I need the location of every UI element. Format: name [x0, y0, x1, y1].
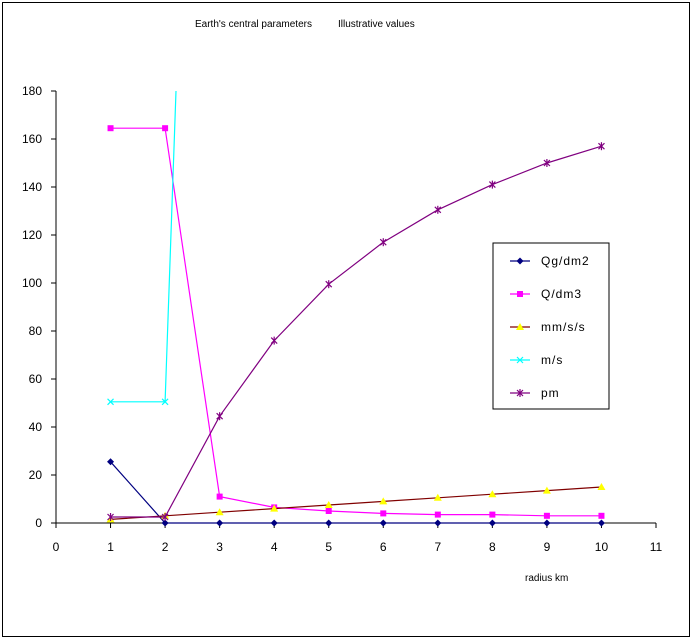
- data-point-pm: [325, 280, 333, 289]
- y-tick-label: 80: [29, 324, 43, 338]
- data-point-qg-dm2: [597, 519, 605, 527]
- x-tick-label: 7: [434, 540, 441, 554]
- data-point-qg-dm2: [270, 519, 278, 527]
- axes: 0 20 40 60 80 100 120 140 160 180 0 1 2 3 4 5 6 7 8 9 10 11: [22, 84, 663, 554]
- y-tick-label: 180: [22, 84, 42, 98]
- data-point-q-dm3: [107, 125, 114, 132]
- x-tick-label: 10: [595, 540, 609, 554]
- data-point-qg-dm2: [216, 519, 224, 527]
- data-point-q-dm3: [598, 512, 605, 519]
- legend-item-m-s: m/s: [510, 353, 563, 367]
- data-point-mm-s-s: [379, 497, 388, 505]
- legend-item-mm-s-s: mm/s/s: [510, 320, 586, 334]
- data-point-m-s: [161, 398, 169, 406]
- series-layer: [106, 90, 606, 527]
- data-point-mm-s-s: [270, 504, 279, 512]
- legend-box: [492, 242, 610, 410]
- data-point-m-s: [107, 398, 114, 406]
- data-point-pm: [434, 205, 442, 214]
- data-point-pm: [543, 159, 551, 167]
- legend-label: mm/s/s: [541, 320, 586, 334]
- x-tick-label: 1: [107, 540, 114, 554]
- data-point-mm-s-s: [324, 501, 333, 508]
- x-tick-label: 11: [650, 540, 663, 554]
- legend-item-q-dm3: Q/dm3: [510, 287, 582, 301]
- data-point-pm: [488, 180, 496, 189]
- legend-swatch-marker: [516, 356, 524, 364]
- legend-swatch-marker: [516, 323, 524, 330]
- data-point-qg-dm2: [379, 519, 387, 527]
- data-point-pm: [107, 513, 114, 521]
- data-point-qg-dm2: [107, 458, 115, 466]
- x-tick-label: 4: [271, 540, 278, 554]
- x-tick-label: 8: [489, 540, 496, 554]
- legend-item-pm: pm: [510, 386, 560, 400]
- x-tick-label: 6: [380, 540, 387, 554]
- y-tick-label: 20: [29, 468, 43, 482]
- data-point-pm: [379, 238, 387, 247]
- x-tick-label: 0: [53, 540, 60, 554]
- x-tick-label: 9: [544, 540, 551, 554]
- data-point-mm-s-s: [597, 483, 606, 490]
- data-point-mm-s-s: [433, 493, 442, 501]
- y-tick-label: 60: [29, 372, 43, 386]
- data-point-qg-dm2: [161, 519, 169, 527]
- data-point-q-dm3: [325, 508, 332, 514]
- data-point-qg-dm2: [543, 519, 551, 527]
- data-point-pm: [161, 513, 169, 521]
- legend-label: pm: [541, 386, 560, 400]
- x-tick-label: 5: [325, 540, 332, 554]
- series-mm-s-s: [106, 483, 606, 523]
- series-q-dm3: [107, 125, 605, 519]
- legend-label: m/s: [541, 353, 563, 367]
- y-tick-label: 160: [22, 132, 42, 146]
- series-line-q-dm3: [110, 127, 602, 517]
- data-point-q-dm3: [434, 511, 441, 518]
- series-m-s: [107, 90, 177, 406]
- x-axis-label: radius km: [525, 573, 568, 584]
- legend-label: Qg/dm2: [541, 254, 590, 268]
- data-point-q-dm3: [162, 125, 169, 132]
- series-qg-dm2: [107, 458, 605, 527]
- x-tick-label: 2: [162, 540, 169, 554]
- data-point-qg-dm2: [434, 519, 442, 527]
- data-point-q-dm3: [489, 511, 496, 518]
- data-point-pm: [270, 336, 278, 345]
- series-line-mm-s-s: [110, 486, 602, 520]
- y-tick-label: 140: [22, 180, 42, 194]
- legend-swatch-marker: [516, 257, 524, 265]
- legend-swatch-marker: [517, 291, 523, 297]
- data-point-q-dm3: [543, 512, 550, 519]
- legend-label: Q/dm3: [541, 287, 582, 301]
- x-tick-label: 3: [216, 540, 223, 554]
- y-tick-label: 0: [35, 516, 42, 530]
- data-point-mm-s-s: [542, 486, 551, 494]
- data-point-pm: [216, 412, 224, 421]
- legend-item-qg-dm2: Qg/dm2: [510, 254, 590, 268]
- data-point-mm-s-s: [215, 508, 224, 516]
- data-point-qg-dm2: [488, 519, 496, 527]
- data-point-q-dm3: [216, 493, 223, 500]
- series-line-pm: [110, 145, 602, 518]
- y-tick-label: 100: [22, 276, 42, 290]
- data-point-q-dm3: [380, 510, 387, 517]
- data-point-mm-s-s: [488, 490, 497, 498]
- chart-title: Earth's central parameters: [195, 19, 312, 30]
- data-point-qg-dm2: [325, 519, 333, 527]
- chart-subtitle: Illustrative values: [338, 19, 415, 30]
- y-tick-label: 120: [22, 228, 42, 242]
- y-tick-label: 40: [29, 420, 43, 434]
- legend: Qg/dm2 Q/dm3 mm/s/s m/s pm: [492, 242, 610, 410]
- series-pm: [107, 142, 605, 521]
- series-line-qg-dm2: [110, 461, 602, 524]
- legend-swatch-marker: [516, 389, 524, 397]
- data-point-pm: [598, 142, 605, 151]
